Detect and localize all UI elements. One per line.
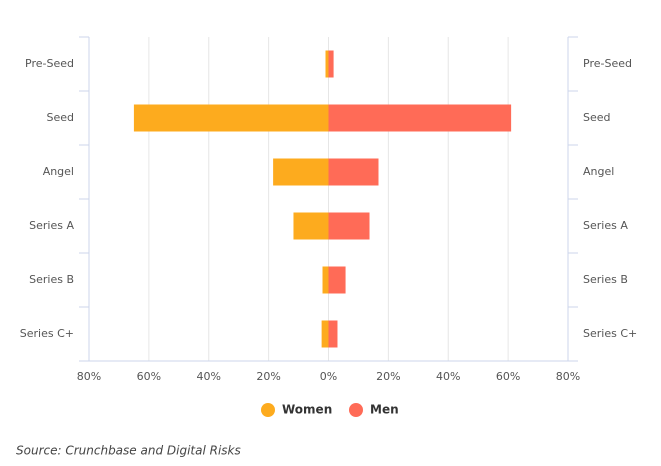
y-tick-label: Series C+	[20, 327, 74, 340]
bar	[273, 158, 329, 186]
legend-marker	[261, 403, 275, 417]
legend-label: Men	[370, 403, 399, 417]
bar	[321, 320, 329, 348]
y-tick-label: Seed	[47, 111, 75, 124]
x-tick-label: 20%	[256, 370, 280, 383]
source-note: Source: Crunchbase and Digital Risks	[16, 444, 241, 458]
bar	[133, 104, 329, 132]
y-tick-label: Series C+	[583, 327, 637, 340]
y-tick-label: Angel	[583, 165, 614, 178]
bar	[328, 50, 334, 78]
y-tick-label: Series A	[29, 219, 74, 232]
x-tick-label: 60%	[496, 370, 520, 383]
y-tick-label: Seed	[583, 111, 611, 124]
legend-marker	[349, 403, 363, 417]
bar	[293, 212, 329, 240]
legend-label: Women	[282, 403, 332, 417]
bar	[328, 266, 346, 294]
y-tick-label: Pre-Seed	[583, 57, 632, 70]
x-tick-label: 20%	[376, 370, 400, 383]
bar	[328, 104, 512, 132]
x-tick-label: 40%	[197, 370, 221, 383]
bar	[328, 212, 370, 240]
y-tick-label: Pre-Seed	[25, 57, 74, 70]
x-tick-label: 80%	[556, 370, 580, 383]
x-tick-label: 80%	[77, 370, 101, 383]
y-tick-label: Series B	[29, 273, 74, 286]
bar	[328, 158, 379, 186]
x-tick-label: 40%	[436, 370, 460, 383]
bar	[325, 50, 329, 78]
bar	[322, 266, 329, 294]
y-tick-label: Series B	[583, 273, 628, 286]
x-tick-label: 0%	[320, 370, 337, 383]
y-tick-label: Series A	[583, 219, 628, 232]
bar	[328, 320, 338, 348]
x-tick-label: 60%	[137, 370, 161, 383]
y-tick-label: Angel	[43, 165, 74, 178]
